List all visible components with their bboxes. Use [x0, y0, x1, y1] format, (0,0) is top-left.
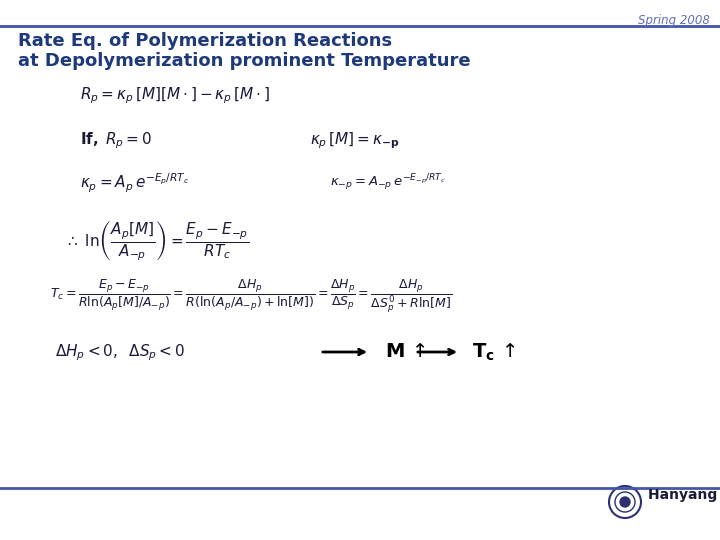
Text: $\mathbf{T_c}\,\uparrow$: $\mathbf{T_c}\,\uparrow$	[472, 342, 516, 363]
Text: $\kappa_p\,[M]= \kappa_{\mathbf{-p}}$: $\kappa_p\,[M]= \kappa_{\mathbf{-p}}$	[310, 130, 400, 151]
Text: Spring 2008: Spring 2008	[638, 14, 710, 27]
Text: Rate Eq. of Polymerization Reactions: Rate Eq. of Polymerization Reactions	[18, 32, 392, 50]
Text: $\kappa_{-p} = A_{-p}\,e^{-E_{-p}/RT_c}$: $\kappa_{-p} = A_{-p}\,e^{-E_{-p}/RT_c}$	[330, 172, 446, 193]
Text: $\Delta H_p < 0,\;\;\Delta S_p < 0$: $\Delta H_p < 0,\;\;\Delta S_p < 0$	[55, 342, 185, 362]
Text: $\kappa_p = A_p\,e^{-E_p/RT_c}$: $\kappa_p = A_p\,e^{-E_p/RT_c}$	[80, 172, 189, 195]
Text: at Depolymerization prominent Temperature: at Depolymerization prominent Temperatur…	[18, 52, 471, 70]
Text: $\mathbf{If,}\; R_p = 0$: $\mathbf{If,}\; R_p = 0$	[80, 130, 153, 151]
Text: Hanyang Univ: Hanyang Univ	[648, 488, 720, 502]
Text: $\mathbf{M}\,\uparrow$: $\mathbf{M}\,\uparrow$	[385, 342, 426, 361]
Text: $T_c = \dfrac{E_p - E_{-p}}{R\ln(A_p[M]/A_{-p})} = \dfrac{\Delta H_p}{R(\ln(A_p/: $T_c = \dfrac{E_p - E_{-p}}{R\ln(A_p[M]/…	[50, 277, 452, 315]
Text: $R_p = \kappa_p\,[M][M\cdot] - \kappa_p\,[M\cdot]$: $R_p = \kappa_p\,[M][M\cdot] - \kappa_p\…	[80, 85, 270, 106]
Circle shape	[620, 497, 630, 507]
Text: $\therefore\;\ln\!\left(\dfrac{A_p[M]}{A_{-p}}\right) = \dfrac{E_p - E_{-p}}{RT_: $\therefore\;\ln\!\left(\dfrac{A_p[M]}{A…	[65, 218, 249, 263]
